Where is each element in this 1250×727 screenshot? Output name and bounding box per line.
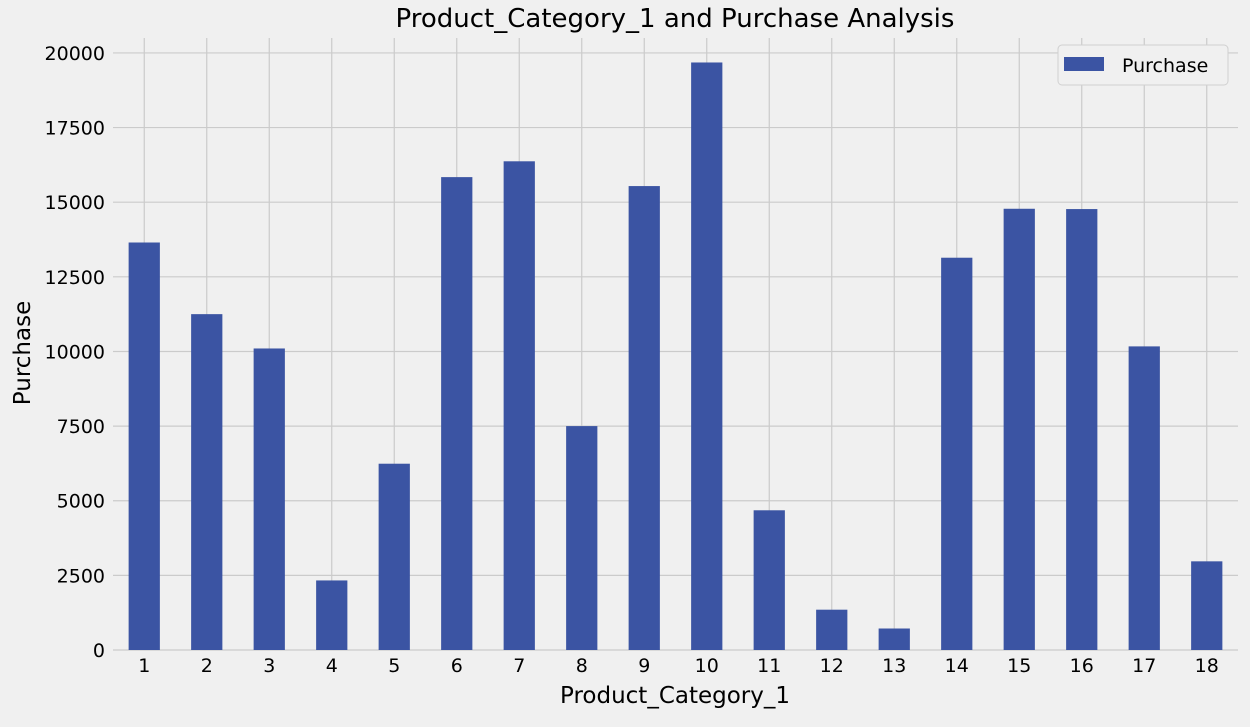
bar-category-12 [816,609,848,650]
bar-category-15 [1003,208,1035,650]
bar-category-18 [1191,561,1223,650]
x-tick-label: 18 [1195,655,1219,677]
x-tick-label: 8 [576,655,588,677]
bar-category-17 [1128,346,1160,650]
y-tick-label: 15000 [45,192,105,214]
x-tick-label: 2 [201,655,213,677]
x-axis-label: Product_Category_1 [560,683,790,709]
bar-category-7 [503,161,535,651]
x-tick-label: 15 [1007,655,1031,677]
legend: Purchase [1057,44,1229,86]
bar-category-6 [441,177,473,650]
y-tick-label: 0 [93,640,105,662]
legend-frame [1057,44,1229,86]
bar-category-8 [566,426,598,650]
y-tick-label: 17500 [45,118,105,140]
bar-category-4 [316,580,348,650]
y-tick-label: 5000 [57,491,105,513]
y-axis-label: Purchase [10,301,36,405]
x-tick-label: 1 [138,655,150,677]
legend-label: Purchase [1122,55,1208,77]
x-tick-label: 5 [388,655,400,677]
bar-category-16 [1066,209,1098,650]
bar-category-1 [128,242,160,650]
x-tick-label: 17 [1132,655,1156,677]
bar-category-5 [378,463,410,650]
bar-category-10 [691,62,723,651]
bar-category-2 [191,314,223,650]
x-tick-label: 3 [263,655,275,677]
x-tick-label: 10 [695,655,719,677]
bar-category-3 [253,348,285,650]
legend-swatch [1064,57,1104,71]
x-tick-label: 16 [1070,655,1094,677]
bar-category-14 [941,257,973,650]
y-tick-labels: 0 2500 5000 7500 10000 12500 15000 17500 20000 [45,43,105,662]
x-tick-label: 13 [882,655,906,677]
x-tick-label: 7 [513,655,525,677]
x-tick-label: 6 [451,655,463,677]
y-tick-label: 7500 [57,416,105,438]
bars [128,62,1223,651]
y-tick-label: 12500 [45,267,105,289]
bar-category-13 [878,628,910,650]
x-tick-label: 4 [326,655,338,677]
y-tick-label: 20000 [45,43,105,65]
x-tick-label: 11 [757,655,781,677]
y-tick-label: 2500 [57,565,105,587]
y-tick-label: 10000 [45,341,105,363]
x-tick-label: 14 [945,655,969,677]
bar-category-11 [753,510,785,650]
x-tick-labels: 1 2 3 4 5 6 7 8 9 10 11 12 13 14 15 16 17 18 [138,655,1219,677]
chart-title: Product_Category_1 and Purchase Analysis [396,4,955,34]
bar-category-9 [628,186,660,650]
x-tick-label: 9 [638,655,650,677]
x-tick-label: 12 [820,655,844,677]
